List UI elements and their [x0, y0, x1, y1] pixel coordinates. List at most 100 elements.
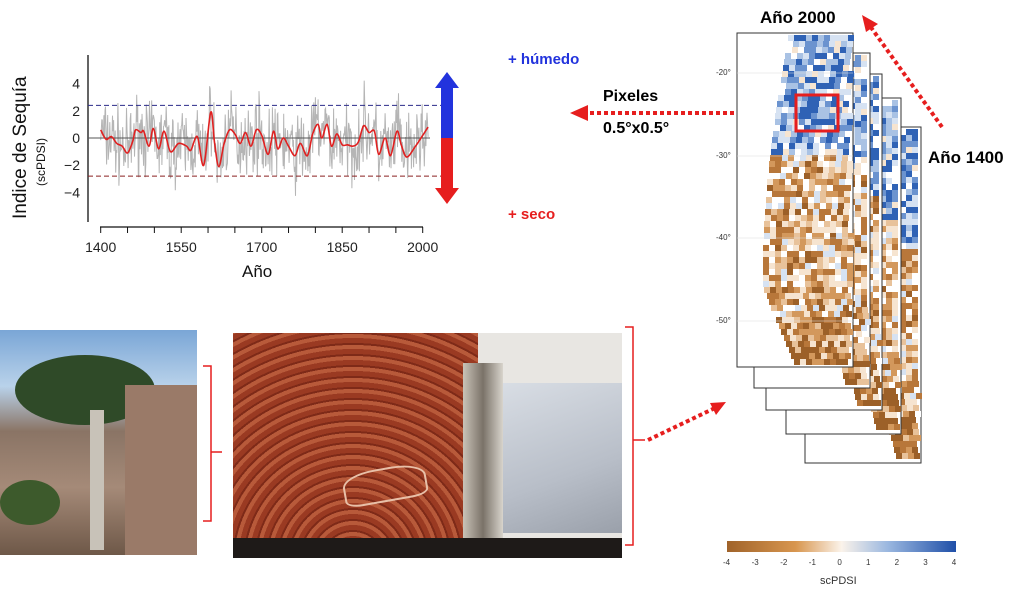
scpdsi-pixel: [817, 251, 823, 257]
scpdsi-pixel: [895, 406, 901, 412]
scpdsi-pixel: [777, 209, 783, 215]
scpdsi-pixel: [824, 107, 830, 113]
scpdsi-pixel: [855, 211, 861, 217]
scpdsi-pixel: [817, 329, 823, 335]
scpdsi-pixel: [790, 335, 796, 341]
scpdsi-pixel: [785, 185, 791, 191]
scpdsi-pixel: [798, 341, 804, 347]
scpdsi-pixel: [906, 333, 912, 339]
scpdsi-pixel: [859, 343, 865, 349]
scpdsi-pixel: [813, 347, 819, 353]
scpdsi-pixel: [831, 101, 837, 107]
scpdsi-pixel: [861, 163, 867, 169]
scpdsi-pixel: [847, 41, 853, 47]
scpdsi-pixel: [838, 203, 844, 209]
scpdsi-pixel: [874, 352, 880, 358]
scpdsi-pixel: [861, 301, 867, 307]
scpdsi-pixel: [868, 352, 874, 358]
scpdsi-pixel: [809, 185, 815, 191]
scpdsi-pixel: [793, 275, 799, 281]
scpdsi-pixel: [766, 197, 772, 203]
scpdsi-pixel: [855, 247, 861, 253]
scpdsi-pixel: [832, 203, 838, 209]
scpdsi-pixel: [835, 299, 841, 305]
scpdsi-pixel: [771, 143, 777, 149]
scpdsi-pixel: [806, 239, 812, 245]
scpdsi-pixel: [907, 381, 913, 387]
scpdsi-pixel: [912, 195, 918, 201]
scpdsi-pixel: [873, 268, 879, 274]
scpdsi-pixel: [906, 177, 912, 183]
scpdsi-pixel: [873, 112, 879, 118]
scpdsi-pixel: [900, 249, 906, 255]
scpdsi-pixel: [787, 167, 793, 173]
scpdsi-pixel: [892, 142, 898, 148]
scpdsi-pixel: [880, 418, 886, 424]
scpdsi-pixel: [861, 127, 867, 133]
scpdsi-pixel: [906, 327, 912, 333]
scpdsi-pixel: [880, 280, 886, 286]
scpdsi-pixel: [818, 71, 824, 77]
scpdsi-pixel: [886, 172, 892, 178]
scpdsi-pixel: [772, 191, 778, 197]
scpdsi-pixel: [811, 167, 817, 173]
scpdsi-pixel: [781, 245, 787, 251]
scpdsi-pixel: [892, 340, 898, 346]
scpdsi-pixel: [792, 83, 798, 89]
scpdsi-pixel: [844, 197, 850, 203]
scpdsi-pixel: [808, 335, 814, 341]
scpdsi-pixel: [912, 201, 918, 207]
scpdsi-pixel: [823, 77, 829, 83]
scpdsi-pixel: [840, 83, 846, 89]
scpdsi-pixel: [805, 275, 811, 281]
scpdsi-pixel: [861, 265, 867, 271]
scpdsi-pixel: [891, 435, 897, 441]
scpdsi-pixel: [804, 47, 810, 53]
scpdsi-pixel: [873, 142, 879, 148]
scpdsi-pixel: [880, 310, 886, 316]
scpdsi-pixel: [907, 429, 913, 435]
scpdsi-pixel: [809, 293, 815, 299]
scpdsi-pixel: [769, 281, 775, 287]
scpdsi-pixel: [776, 107, 782, 113]
scpdsi-pixel: [773, 179, 779, 185]
scpdsi-pixel: [768, 173, 774, 179]
scpdsi-pixel: [860, 388, 866, 394]
scpdsi-pixel: [838, 59, 844, 65]
scpdsi-pixel: [823, 113, 829, 119]
scpdsi-pixel: [817, 41, 823, 47]
scpdsi-pixel: [874, 418, 880, 424]
scpdsi-pixel: [880, 214, 886, 220]
scpdsi-pixel: [912, 303, 918, 309]
scpdsi-pixel: [901, 429, 907, 435]
scpdsi-pixel: [873, 148, 879, 154]
scpdsi-pixel: [873, 88, 879, 94]
scpdsi-pixel: [861, 97, 867, 103]
scpdsi-pixel: [787, 281, 793, 287]
scpdsi-pixel: [861, 139, 867, 145]
scpdsi-pixel: [816, 311, 822, 317]
scpdsi-pixel: [833, 89, 839, 95]
scpdsi-pixel: [818, 233, 824, 239]
scpdsi-pixel: [793, 77, 799, 83]
scpdsi-pixel: [808, 197, 814, 203]
scpdsi-pixel: [795, 149, 801, 155]
scpdsi-pixel: [817, 161, 823, 167]
scpdsi-pixel: [829, 113, 835, 119]
scpdsi-pixel: [822, 47, 828, 53]
scpdsi-pixel: [855, 103, 861, 109]
scpdsi-pixel: [791, 323, 797, 329]
scpdsi-pixel: [846, 83, 852, 89]
scpdsi-pixel: [873, 202, 879, 208]
scpdsi-pixel: [873, 262, 879, 268]
scpdsi-pixel: [886, 142, 892, 148]
scpdsi-pixel: [912, 165, 918, 171]
scpdsi-pixel: [832, 335, 838, 341]
scpdsi-pixel: [782, 71, 788, 77]
scpdsi-pixel: [873, 214, 879, 220]
scpdsi-pixel: [880, 148, 886, 154]
scpdsi-pixel: [906, 375, 912, 381]
scpdsi-pixel: [847, 269, 853, 275]
scpdsi-pixel: [900, 243, 906, 249]
